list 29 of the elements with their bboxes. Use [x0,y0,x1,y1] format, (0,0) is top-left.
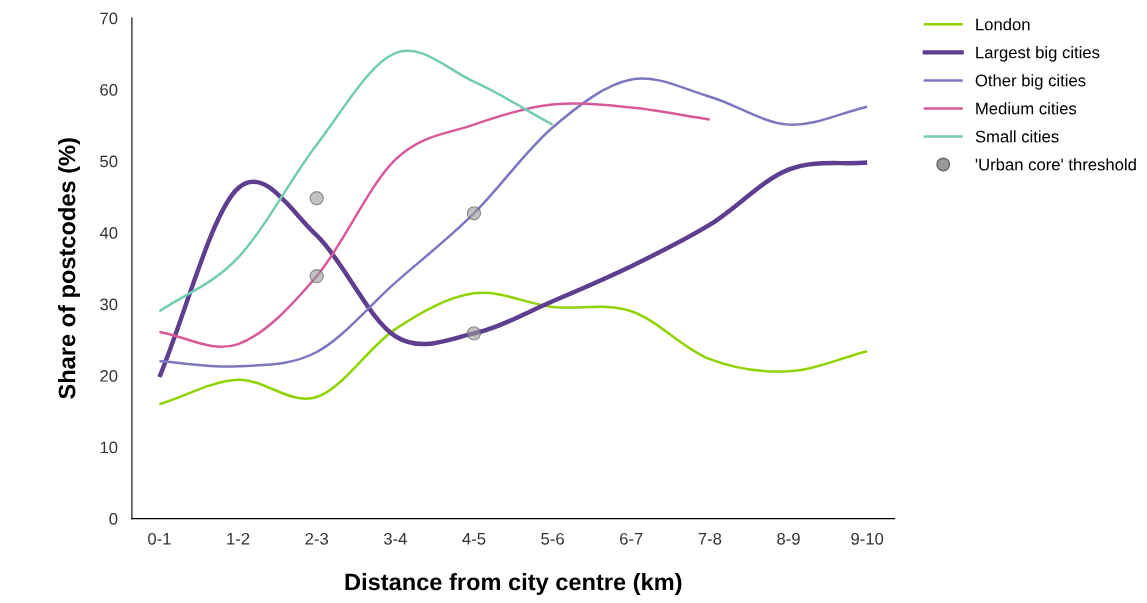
legend-label: London [976,18,1030,31]
x-tick-label: 1-2 [227,532,250,545]
line-series [157,160,870,380]
legend-label: Largest big cities [976,46,1100,62]
line-series [158,77,869,368]
x-tick-label: 6-7 [620,532,643,545]
x-tick-label: 8-9 [777,532,800,545]
y-tick-label: 10 [100,441,118,454]
x-tick-label: 5-6 [541,532,564,545]
x-tick-label: 9-10 [851,532,884,545]
x-tick-label: 7-8 [698,532,722,545]
y-tick-label: 30 [100,298,118,311]
y-axis-title: Share of postcodes (%) [58,138,81,399]
x-tick-label: 4-5 [462,533,486,545]
x-tick-label: 3-4 [383,532,407,545]
legend-label: Small cities [975,130,1059,143]
line-series [158,291,869,406]
y-tick-label: 0 [109,512,118,525]
y-tick-label: 40 [99,226,118,239]
x-axis-title: Distance from city centre (km) [345,573,682,596]
y-tick-label: 70 [100,12,118,25]
y-tick-label: 60 [100,83,118,96]
legend-label: Other big cities [975,74,1086,90]
y-tick-label: 50 [100,155,118,168]
legend-label: Medium cities [976,102,1077,115]
x-tick-label: 0-1 [148,532,171,545]
y-tick-label: 20 [100,369,118,382]
legend-label: 'Urban core' threshold [975,158,1136,171]
x-tick-label: 2-3 [305,532,329,545]
